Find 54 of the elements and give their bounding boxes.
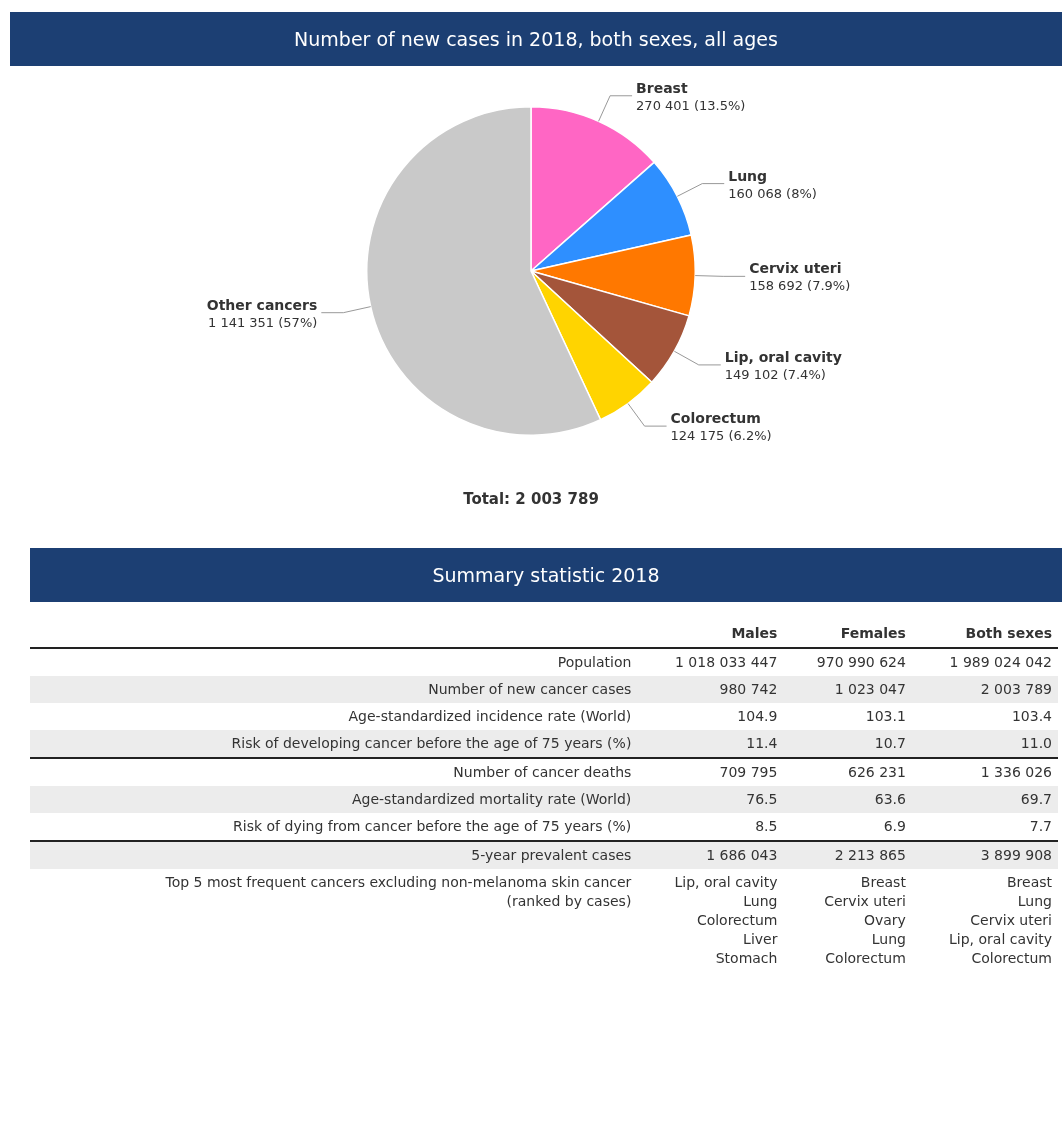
- data-label: 158 692 (7.9%): [749, 278, 851, 294]
- data-label: 160 068 (8%): [728, 185, 817, 201]
- text: Breast Lung Cervix uteri Lip, oral cavity Colorectum: [949, 874, 1052, 966]
- text: 63.6: [874, 791, 906, 807]
- text: 2 213 865: [834, 847, 906, 863]
- data-label: 270 401 (13.5%): [636, 97, 746, 113]
- text: 76.5: [746, 791, 778, 807]
- text: 11.4: [746, 735, 778, 751]
- text: 11.0: [1020, 735, 1052, 751]
- text: 1 989 024 042: [949, 654, 1052, 670]
- category-label: Population: [557, 654, 632, 670]
- text: 980 742: [719, 681, 778, 697]
- text: Total: 2 003 789: [462, 490, 600, 508]
- text: Summary statistic 2018: [30, 548, 1062, 602]
- text: 1 023 047: [834, 681, 906, 697]
- category-label: Top 5 most frequent cancers excluding non-melanoma skin cancer (ranked by cases): [165, 874, 632, 909]
- category-label: Risk of dying from cancer before the age of 75 years (%): [233, 818, 632, 834]
- category-label: Age-standardized incidence rate (World): [348, 708, 632, 724]
- slice-label: Other cancers: [206, 296, 318, 313]
- text: 1 018 033 447: [675, 654, 778, 670]
- category-label: Risk of developing cancer before the age of 75 years (%): [231, 735, 632, 751]
- text: 8.5: [755, 818, 778, 834]
- text: 6.9: [883, 818, 906, 834]
- data-label: 124 175 (6.2%): [670, 428, 772, 444]
- chart-title: Number of new cases in 2018, both sexes, all ages: [10, 12, 1062, 66]
- category-label: Males: [637, 620, 784, 648]
- text: 970 990 624: [816, 654, 906, 670]
- text: 1 336 026: [980, 764, 1052, 780]
- category-label: 5-year prevalent cases: [471, 847, 632, 863]
- text: 69.7: [1020, 791, 1052, 807]
- text: Breast Cervix uteri Ovary Lung Colorectum: [824, 874, 906, 966]
- slice-label: Cervix uteri: [749, 260, 842, 277]
- slice-label: Lip, oral cavity: [724, 348, 842, 365]
- text: 7.7: [1029, 818, 1052, 834]
- category-label: Number of cancer deaths: [453, 764, 632, 780]
- text: 709 795: [719, 764, 778, 780]
- slice-label: Lung: [728, 167, 768, 184]
- data-label: 149 102 (7.4%): [724, 366, 826, 382]
- text: 103.1: [865, 708, 906, 724]
- text: 10.7: [874, 735, 906, 751]
- category-label: Number of new cancer cases: [428, 681, 632, 697]
- text: 1 686 043: [706, 847, 778, 863]
- text: Lip, oral cavity Lung Colorectum Liver Stomach: [674, 874, 778, 966]
- text: 104.9: [737, 708, 778, 724]
- text: 103.4: [1011, 708, 1052, 724]
- category-label: Females: [783, 620, 912, 648]
- slice-label: Colorectum: [670, 410, 761, 427]
- data-label: 1 141 351 (57%): [207, 314, 318, 330]
- text: 2 003 789: [980, 681, 1052, 697]
- text: 3 899 908: [980, 847, 1052, 863]
- category-label: Age-standardized mortality rate (World): [351, 791, 632, 807]
- text: 626 231: [847, 764, 906, 780]
- slice-label: Breast: [636, 79, 688, 96]
- category-label: Both sexes: [911, 620, 1058, 648]
